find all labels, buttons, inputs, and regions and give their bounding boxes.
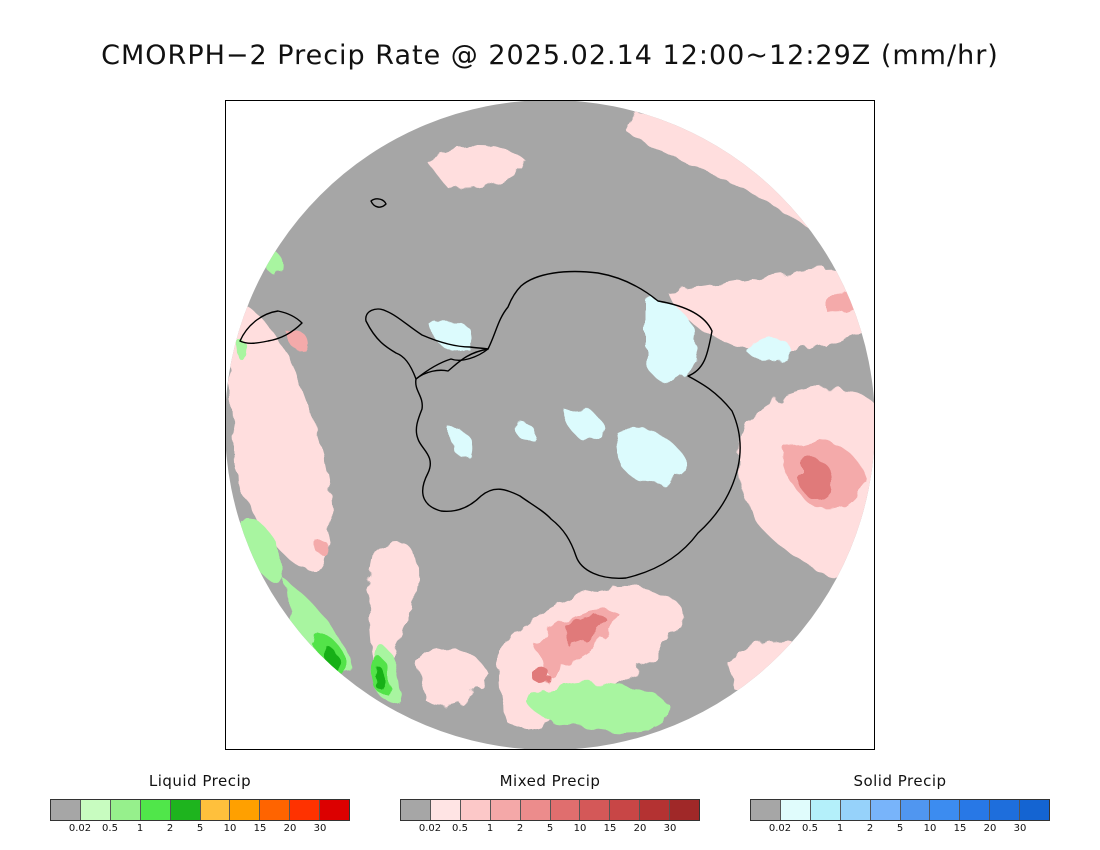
legend-swatch [460, 800, 491, 820]
legend-tick-label: 10 [223, 823, 237, 834]
legend-tick-label: 30 [1013, 823, 1027, 834]
legend-tick-label: 1 [136, 823, 144, 834]
coastline [239, 198, 741, 579]
legend-tick-label: 1 [486, 823, 494, 834]
legend-tick-label: 20 [633, 823, 647, 834]
legend-swatch [550, 800, 581, 820]
legend-tick-label: 1 [836, 823, 844, 834]
liquid-precip-legend: Liquid Precip 0.02 0.5 1 2 5 10 15 20 30 [50, 772, 350, 837]
south-america-coastline [239, 310, 303, 344]
legend-swatch [80, 800, 111, 820]
legend-swatch [200, 800, 231, 820]
legend-swatch [1020, 800, 1050, 820]
legend-swatch [670, 800, 700, 820]
legend-swatch [110, 800, 141, 820]
legend-title: Mixed Precip [499, 772, 601, 790]
tick-labels: 0.02 0.5 1 2 5 10 15 20 30 [400, 823, 700, 837]
legend-title: Solid Precip [853, 772, 947, 790]
color-scale [750, 799, 1050, 821]
legend-tick-label: 0.5 [102, 823, 118, 834]
solid-precip-snow-areas [431, 300, 791, 484]
legend-tick-label: 5 [546, 823, 554, 834]
legend-tick-label: 10 [923, 823, 937, 834]
legend-tick-label: 30 [313, 823, 327, 834]
falkland-islands [370, 198, 387, 208]
solid-precip-legend: Solid Precip 0.02 0.5 1 2 5 10 15 20 30 [750, 772, 1050, 837]
legend-tick-label: 20 [983, 823, 997, 834]
legend-swatch [810, 800, 841, 820]
legend-swatch [930, 800, 961, 820]
legend-swatch [140, 800, 171, 820]
legend-swatch [230, 800, 261, 820]
antarctic-peninsula-coastline [365, 308, 489, 380]
legend-swatch [320, 800, 350, 820]
legend-tick-label: 2 [516, 823, 524, 834]
legend-swatch [290, 800, 321, 820]
legend-swatch [780, 800, 811, 820]
tick-labels: 0.02 0.5 1 2 5 10 15 20 30 [750, 823, 1050, 837]
legend-swatch [610, 800, 641, 820]
legend-tick-label: 10 [573, 823, 587, 834]
legend-tick-label: 2 [866, 823, 874, 834]
color-scale [400, 799, 700, 821]
legend-swatch [580, 800, 611, 820]
legend-swatch [751, 800, 781, 820]
legend-swatch [990, 800, 1021, 820]
legend-swatch [870, 800, 901, 820]
legend-tick-label: 20 [283, 823, 297, 834]
legend-tick-label: 30 [663, 823, 677, 834]
legend-tick-label: 0.02 [768, 823, 792, 834]
legend-swatch [520, 800, 551, 820]
legend-swatch [170, 800, 201, 820]
legend-swatch [840, 800, 871, 820]
map-panel [225, 100, 875, 750]
legend-tick-label: 0.02 [418, 823, 442, 834]
precip-map [226, 101, 874, 749]
legend-swatch [960, 800, 991, 820]
tick-labels: 0.02 0.5 1 2 5 10 15 20 30 [50, 823, 350, 837]
mixed-precip-heavy-areas [531, 458, 832, 683]
legend-tick-label: 0.02 [68, 823, 92, 834]
legend-tick-label: 5 [896, 823, 904, 834]
legend-swatch [640, 800, 671, 820]
legend-swatch [51, 800, 81, 820]
legend-tick-label: 5 [196, 823, 204, 834]
legend-title: Liquid Precip [148, 772, 252, 790]
legend-tick-label: 2 [166, 823, 174, 834]
antarctica-coastline [415, 270, 741, 579]
map-title: CMORPH−2 Precip Rate @ 2025.02.14 12:00~… [101, 40, 999, 71]
legend-tick-label: 15 [253, 823, 267, 834]
mixed-precip-light-areas [226, 111, 874, 728]
legend-swatch [490, 800, 521, 820]
legend-tick-label: 15 [953, 823, 967, 834]
legend-swatch [900, 800, 931, 820]
color-scale [50, 799, 350, 821]
legend-swatch [430, 800, 461, 820]
legend-swatch [401, 800, 431, 820]
mixed-precip-legend: Mixed Precip 0.02 0.5 1 2 5 10 15 20 30 [400, 772, 700, 837]
legend-tick-label: 0.5 [802, 823, 818, 834]
legend-tick-label: 15 [603, 823, 617, 834]
legend-tick-label: 0.5 [452, 823, 468, 834]
legend-swatch [260, 800, 291, 820]
